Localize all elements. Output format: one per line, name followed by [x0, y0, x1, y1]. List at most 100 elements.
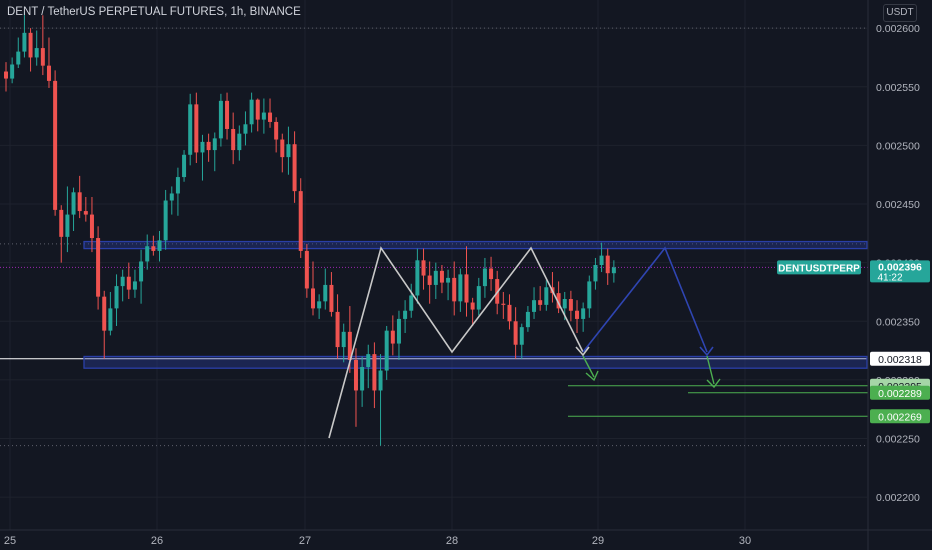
candle-body — [268, 112, 273, 122]
candle-body — [575, 310, 580, 319]
target-arrow-1 — [582, 355, 595, 378]
price-zones — [83, 240, 868, 369]
candle-body — [507, 304, 512, 322]
candle-body — [194, 104, 199, 153]
candle-body — [599, 255, 604, 265]
candle-body — [237, 133, 242, 151]
support-zone — [83, 355, 868, 369]
candle-body — [311, 288, 315, 309]
candle-body — [163, 200, 168, 241]
candle-body — [114, 286, 119, 309]
symbol-label: DENTUSDTPERP — [778, 263, 860, 274]
horizontal-lines — [0, 27, 868, 447]
target-arrow-1-head — [585, 370, 599, 382]
arrow-head-white — [575, 346, 590, 357]
y-tick-label: 0.002500 — [876, 140, 920, 152]
candle-body — [396, 318, 401, 344]
candle-body — [10, 64, 15, 79]
candle-body — [446, 277, 451, 283]
candle-body — [544, 287, 549, 305]
candle-body — [458, 274, 463, 302]
candle-body — [71, 192, 76, 215]
candle-body — [298, 191, 303, 251]
candle-body — [439, 270, 444, 283]
candle-body — [200, 141, 205, 153]
x-tick-label: 28 — [446, 535, 458, 547]
candle-body — [53, 80, 58, 210]
candle-body — [452, 277, 457, 302]
candles — [4, 11, 616, 446]
y-tick-label: 0.002250 — [876, 434, 920, 446]
candle-body — [188, 104, 193, 155]
candle-body — [255, 99, 260, 120]
candle-body — [28, 32, 33, 58]
candle-body — [335, 311, 340, 348]
candle-body — [525, 311, 530, 328]
candle-body — [243, 124, 248, 134]
level-label-bg — [870, 351, 930, 366]
candle-body — [581, 308, 586, 319]
price-labels: 0.0022950.0022890.0022690.00239641:22DEN… — [777, 260, 930, 424]
candle-body — [22, 32, 27, 52]
countdown: 41:22 — [877, 272, 902, 283]
candle-body — [280, 139, 285, 158]
candle-body — [96, 238, 101, 297]
candle-body — [102, 296, 107, 331]
candle-body — [126, 276, 131, 290]
currency-button[interactable]: USDT — [883, 4, 917, 22]
chart-title: DENT / TetherUS PERPETUAL FUTURES, 1h, B… — [7, 6, 301, 18]
x-tick-label: 26 — [151, 535, 163, 547]
grid-lines — [0, 0, 867, 530]
current-price: 0.002396 — [878, 261, 922, 273]
candle-body — [225, 100, 230, 129]
candle-body — [157, 240, 162, 251]
candle-body — [169, 193, 174, 201]
candle-body — [4, 71, 8, 79]
target-label-bg — [870, 385, 930, 400]
candle-body — [34, 48, 39, 58]
target-label-bg — [870, 409, 930, 424]
candle-body — [341, 331, 346, 348]
candle-body — [83, 211, 88, 215]
candle-body — [366, 354, 371, 368]
candle-body — [89, 214, 94, 239]
candle-body — [421, 260, 426, 276]
candle-body — [274, 121, 279, 140]
projection-line — [582, 246, 708, 353]
candle-body — [151, 246, 156, 251]
candle-body — [605, 255, 610, 274]
target-arrow-2-head — [706, 378, 721, 389]
target-label: 0.002269 — [878, 411, 922, 423]
candle-body — [513, 321, 518, 345]
candle-body — [593, 265, 598, 282]
candle-body — [304, 250, 309, 289]
pattern-zigzag — [328, 246, 584, 439]
y-tick-label: 0.002200 — [876, 492, 920, 504]
candle-body — [353, 359, 358, 391]
candle-body — [40, 48, 45, 66]
x-tick-label: 25 — [4, 535, 16, 547]
candle-body — [562, 299, 567, 309]
candle-body — [482, 268, 487, 287]
candle-body — [249, 99, 254, 125]
candle-body — [77, 192, 82, 212]
candle-body — [519, 327, 524, 345]
candle-body — [59, 209, 64, 237]
candle-body — [532, 300, 537, 312]
candle-body — [46, 65, 51, 81]
candle-body — [16, 51, 21, 65]
candle-body — [206, 141, 211, 151]
candle-body — [433, 270, 438, 285]
candle-body — [292, 144, 297, 192]
candle-body — [427, 275, 432, 285]
candle-body — [65, 214, 70, 237]
candle-body — [501, 303, 506, 305]
arrow-head-blue — [699, 346, 714, 357]
resistance-zone — [83, 240, 868, 250]
candle-body — [218, 100, 223, 139]
time-axis: 25 26 27 28 29 30 — [0, 529, 932, 547]
candle-body — [390, 330, 395, 344]
candle-body — [489, 268, 494, 280]
candle-body — [317, 301, 322, 309]
